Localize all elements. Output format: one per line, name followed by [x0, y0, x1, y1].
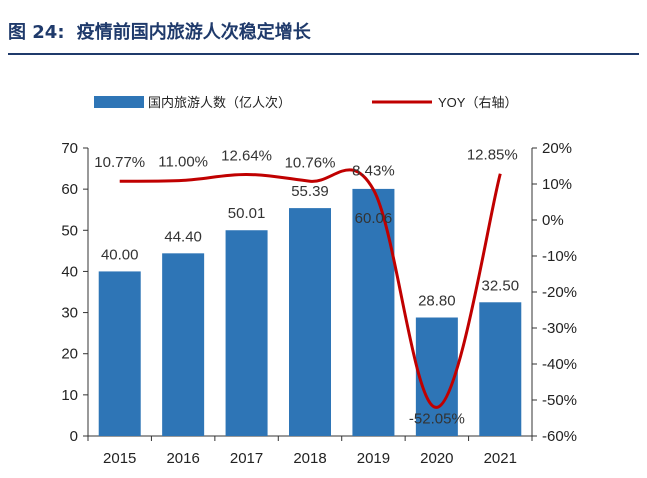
yoy-value-label: 8.43%: [352, 163, 395, 180]
x-tick-label: 2015: [103, 450, 136, 467]
y-left-tick-label: 70: [61, 140, 78, 157]
yoy-value-label: 12.85%: [467, 147, 518, 164]
axes: 0 10 20 30 40 50 60 70 -60% -50% -40% -30% -20% -10% 0…: [61, 140, 577, 467]
bar-value-label: 28.80: [418, 293, 456, 310]
y-right-tick-label: -50%: [542, 392, 577, 409]
y-right-tick-label: 20%: [542, 140, 572, 157]
y-right-tick-label: -60%: [542, 428, 577, 445]
bar-value-label: 60.06: [355, 210, 393, 227]
yoy-value-label: 12.64%: [221, 147, 272, 164]
figure-title: 图 24: 疫情前国内旅游人次稳定增长: [8, 20, 311, 46]
x-tick-label: 2021: [484, 450, 517, 467]
y-left-tick-label: 40: [61, 263, 78, 280]
legend-bar-swatch: [94, 96, 144, 108]
y-left-tick-label: 10: [61, 387, 78, 404]
data-labels: 40.00 44.40 50.01 55.39 60.06 28.80 32.50 10.77…: [94, 147, 519, 428]
y-right-tick-label: 10%: [542, 176, 572, 193]
y-right-tick-label: -40%: [542, 356, 577, 373]
y-left-tick-label: 20: [61, 346, 78, 363]
bar: [289, 208, 331, 436]
x-tick-label: 2019: [357, 450, 390, 467]
y-left-tick-label: 50: [61, 222, 78, 239]
y-right-tick-label: -20%: [542, 284, 577, 301]
figure-label: 图 24:: [8, 22, 65, 43]
legend: 国内旅游人数（亿人次） YOY（右轴）: [94, 95, 517, 110]
bar-series: [98, 188, 522, 436]
bar-value-label: 55.39: [291, 183, 329, 200]
bar: [415, 317, 458, 436]
bar-value-label: 50.01: [228, 205, 266, 222]
bar: [98, 271, 141, 436]
bar-value-label: 32.50: [482, 277, 520, 294]
figure-title-text: 疫情前国内旅游人次稳定增长: [76, 22, 311, 43]
x-tick-label: 2017: [230, 450, 263, 467]
legend-line-label: YOY（右轴）: [438, 95, 517, 110]
bar: [162, 253, 205, 436]
x-tick-label: 2020: [420, 450, 453, 467]
y-left-tick-label: 60: [61, 181, 78, 198]
yoy-line: [119, 168, 502, 409]
yoy-value-label: -52.05%: [409, 410, 465, 427]
legend-bar-label: 国内旅游人数（亿人次）: [148, 95, 291, 110]
yoy-value-label: 10.76%: [285, 154, 336, 171]
y-right-tick-label: -30%: [542, 320, 577, 337]
x-tick-label: 2016: [166, 450, 199, 467]
y-left-tick-label: 0: [70, 428, 78, 445]
y-left-tick-label: 30: [61, 305, 78, 322]
title-divider: [8, 53, 639, 55]
y-right-tick-label: -10%: [542, 248, 577, 265]
y-right-tick-label: 0%: [542, 212, 564, 229]
bar: [225, 230, 268, 436]
bar-value-label: 44.40: [164, 228, 202, 245]
line-series: [119, 168, 502, 409]
yoy-value-label: 10.77%: [94, 154, 145, 171]
x-tick-label: 2018: [293, 450, 326, 467]
yoy-value-label: 11.00%: [158, 153, 208, 170]
bar: [479, 302, 522, 436]
bar-value-label: 40.00: [101, 246, 139, 263]
